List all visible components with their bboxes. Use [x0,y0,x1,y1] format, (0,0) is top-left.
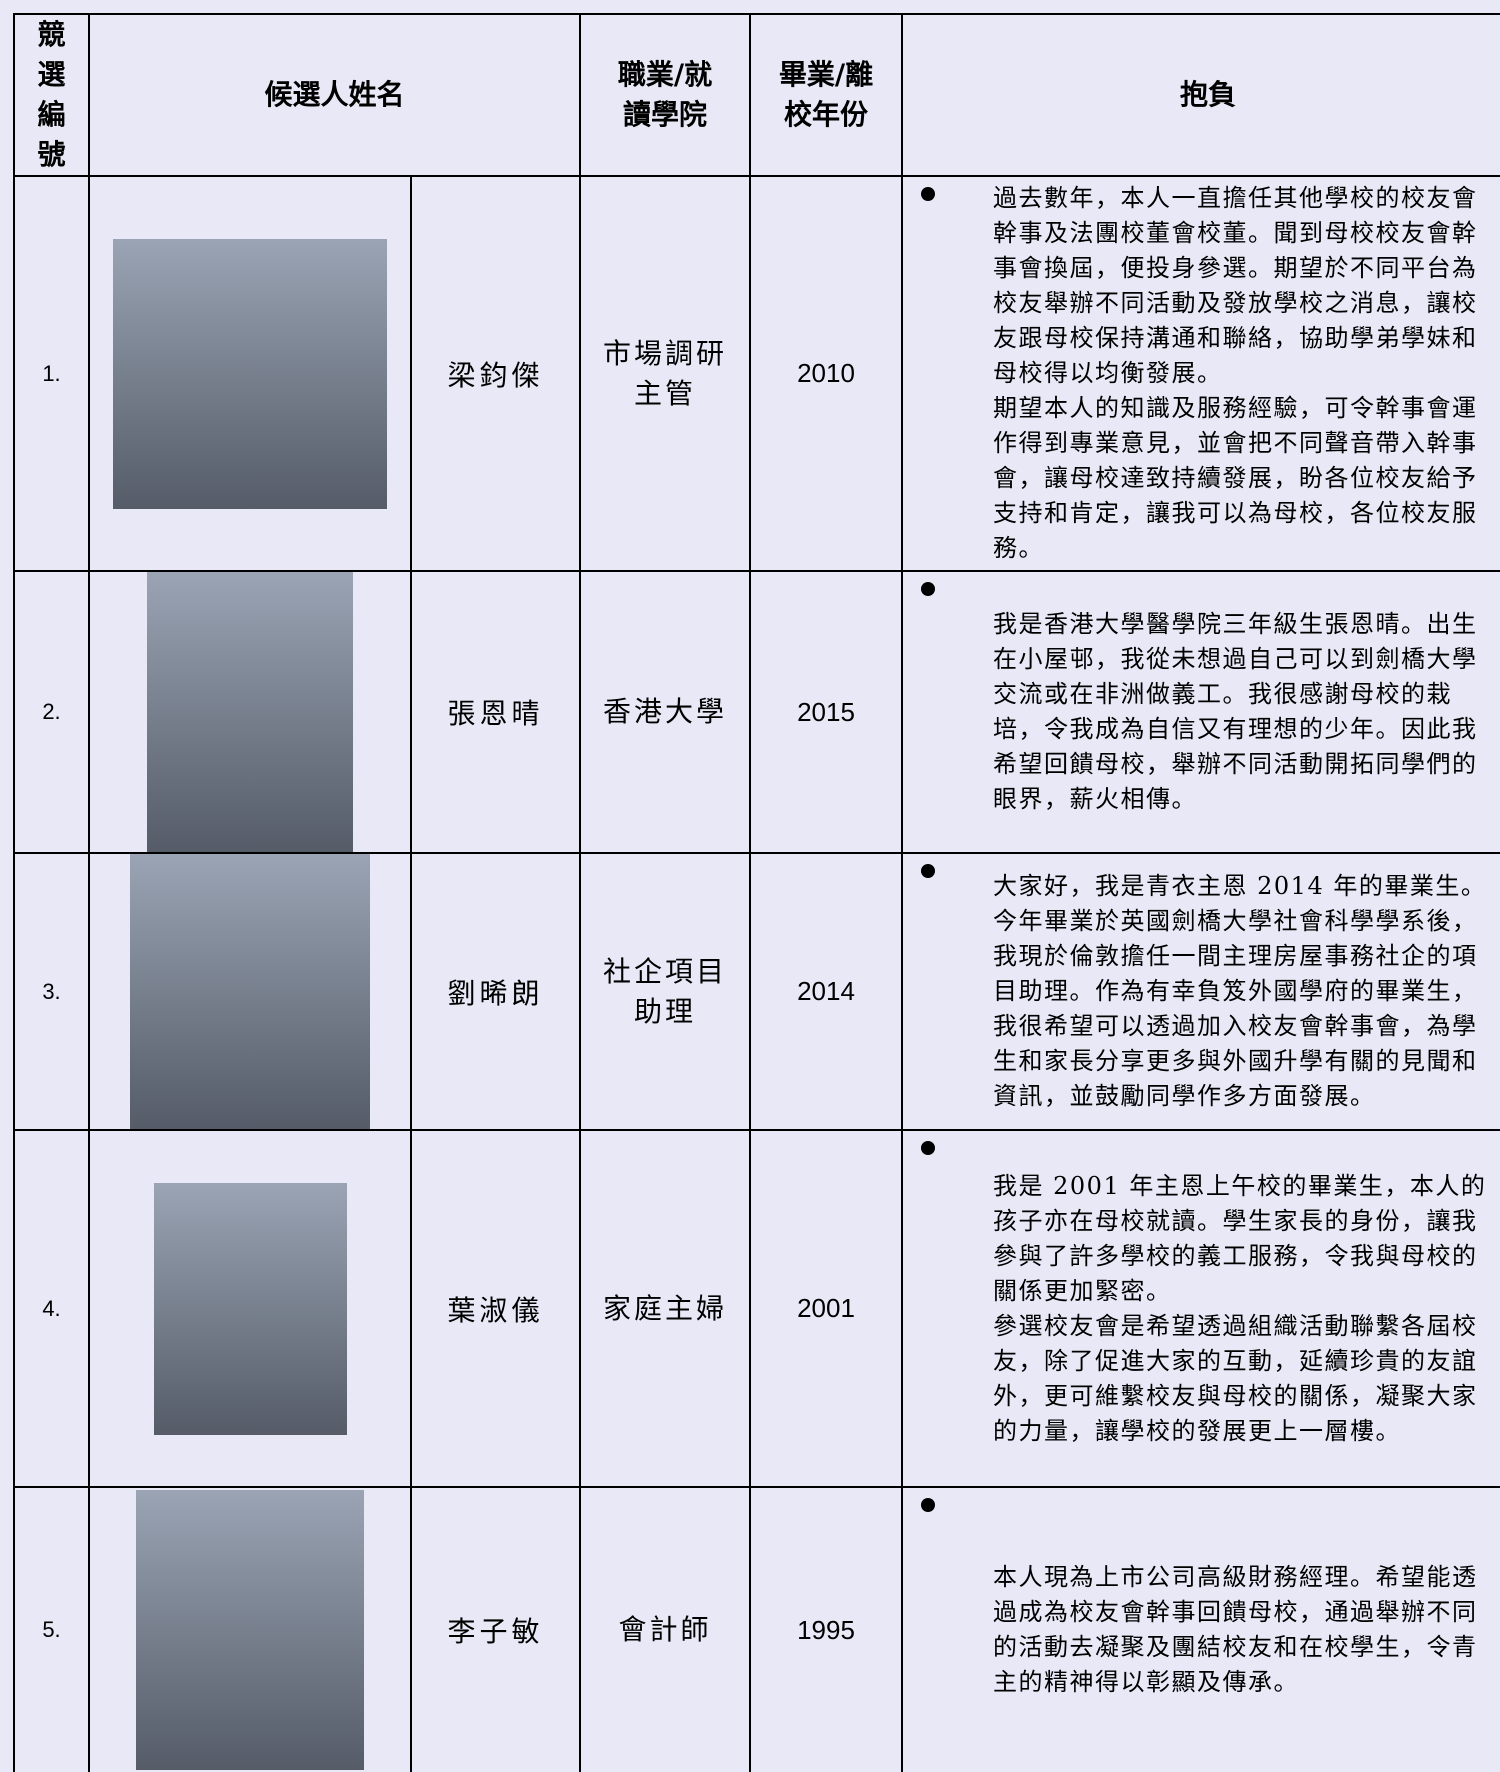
candidate-table: 競選編號 候選人姓名 職業/就讀學院 畢業/離校年份 抱負 1. 梁鈞傑 市場調研主… [13,13,1500,1772]
photo-cell [88,1486,412,1772]
candidate-number: 3. [13,852,90,1131]
occupation-text: 香港大學 [603,695,728,728]
candidate-photo [130,854,370,1129]
year: 2010 [749,175,904,572]
occupation: 家庭主婦 [579,1129,752,1488]
header-name: 候選人姓名 [87,13,582,177]
year: 2015 [749,570,904,854]
aspiration: 我是香港大學醫學院三年級生張恩晴。出生在小屋邨，我從未想過自己可以到劍橋大學交流… [901,570,1500,854]
occupation-text: 社企項目助理 [603,954,728,1028]
candidate-number: 1. [13,175,90,572]
aspiration-paragraph: 我是香港大學醫學院三年級生張恩晴。出生在小屋邨，我從未想過自己可以到劍橋大學交流… [993,610,1478,813]
candidate-name: 葉淑儀 [409,1129,582,1488]
occupation: 香港大學 [579,570,752,854]
header-row: 競選編號 候選人姓名 職業/就讀學院 畢業/離校年份 抱負 [13,13,1500,177]
aspiration-paragraph: 我是 2001 年主恩上午校的畢業生，本人的孩子亦在母校就讀。學生家長的身份，讓… [993,1171,1487,1305]
year: 1995 [749,1486,904,1772]
occupation-text: 會計師 [618,1613,712,1646]
bullet [921,1141,936,1155]
aspiration: 我是 2001 年主恩上午校的畢業生，本人的孩子亦在母校就讀。學生家長的身份，讓… [901,1129,1500,1488]
candidate-name: 李子敏 [409,1486,582,1772]
photo-cell [88,852,412,1131]
occupation-text: 市場調研主管 [603,336,728,410]
candidate-photo [113,238,387,509]
header-occupation: 職業/就讀學院 [579,13,752,177]
candidate-number: 5. [13,1486,90,1772]
candidate-photo [147,572,353,852]
aspiration-paragraph: 本人現為上市公司高級財務經理。希望能透過成為校友會幹事回饋母校，通過舉辦不同的活… [993,1563,1478,1696]
bullet [921,864,936,878]
year: 2014 [749,852,904,1131]
year: 2001 [749,1129,904,1488]
bullet [921,187,936,201]
aspiration-paragraph: 大家好，我是青衣主恩 2014 年的畢業生。今年畢業於英國劍橋大學社會科學學系後… [993,872,1487,1110]
header-number: 競選編號 [13,13,90,177]
aspiration-paragraph: 期望本人的知識及服務經驗，可令幹事會運作得到專業意見，並會把不同聲音帶入幹事會，… [993,394,1478,562]
header-text: 職業/就讀學院 [617,58,713,131]
photo-cell [88,1129,412,1488]
aspiration-paragraph: 參選校友會是希望透過組織活動聯繫各屆校友，除了促進大家的互動，延續珍貴的友誼外，… [993,1311,1478,1445]
candidate-number: 2. [13,570,90,854]
candidate-row: 1. 梁鈞傑 市場調研主管 2010 過去數年，本人一直擔任其他學校的校友會幹事及法團校… [13,175,1500,572]
aspiration: 大家好，我是青衣主恩 2014 年的畢業生。今年畢業於英國劍橋大學社會科學學系後… [901,852,1500,1131]
candidate-name: 梁鈞傑 [409,175,582,572]
candidate-photo [136,1490,364,1770]
occupation: 市場調研主管 [579,175,752,572]
aspiration: 本人現為上市公司高級財務經理。希望能透過成為校友會幹事回饋母校，通過舉辦不同的活… [901,1486,1500,1772]
header-text: 競選編號 [37,18,66,171]
occupation: 社企項目助理 [579,852,752,1131]
candidate-number: 4. [13,1129,90,1488]
bullet [921,1498,936,1512]
candidate-row: 5. 李子敏 會計師 1995 本人現為上市公司高級財務經理。希望能透過成為校友會幹事回… [13,1486,1500,1772]
table-body: 1. 梁鈞傑 市場調研主管 2010 過去數年，本人一直擔任其他學校的校友會幹事及法團校… [13,175,1500,1772]
occupation: 會計師 [579,1486,752,1772]
candidate-row: 4. 葉淑儀 家庭主婦 2001 我是 2001 年主恩上午校的畢業生，本人的孩子亦在母… [13,1129,1500,1488]
candidate-row: 2. 張恩晴 香港大學 2015 我是香港大學醫學院三年級生張恩晴。出生在小屋邨，我從未… [13,570,1500,854]
aspiration-paragraph: 過去數年，本人一直擔任其他學校的校友會幹事及法團校董會校董。聞到母校校友會幹事會… [993,184,1478,387]
candidate-row: 3. 劉晞朗 社企項目助理 2014 大家好，我是青衣主恩 2014 年的畢業生。今年畢… [13,852,1500,1131]
candidate-name: 劉晞朗 [409,852,582,1131]
candidate-name: 張恩晴 [409,570,582,854]
header-text: 畢業/離校年份 [778,58,874,131]
aspiration: 過去數年，本人一直擔任其他學校的校友會幹事及法團校董會校董。聞到母校校友會幹事會… [901,175,1500,572]
header-aspiration: 抱負 [901,13,1500,177]
candidate-photo [153,1182,347,1435]
photo-cell [88,175,412,572]
photo-cell [88,570,412,854]
occupation-text: 家庭主婦 [603,1291,728,1325]
bullet [921,582,936,596]
header-year: 畢業/離校年份 [749,13,904,177]
